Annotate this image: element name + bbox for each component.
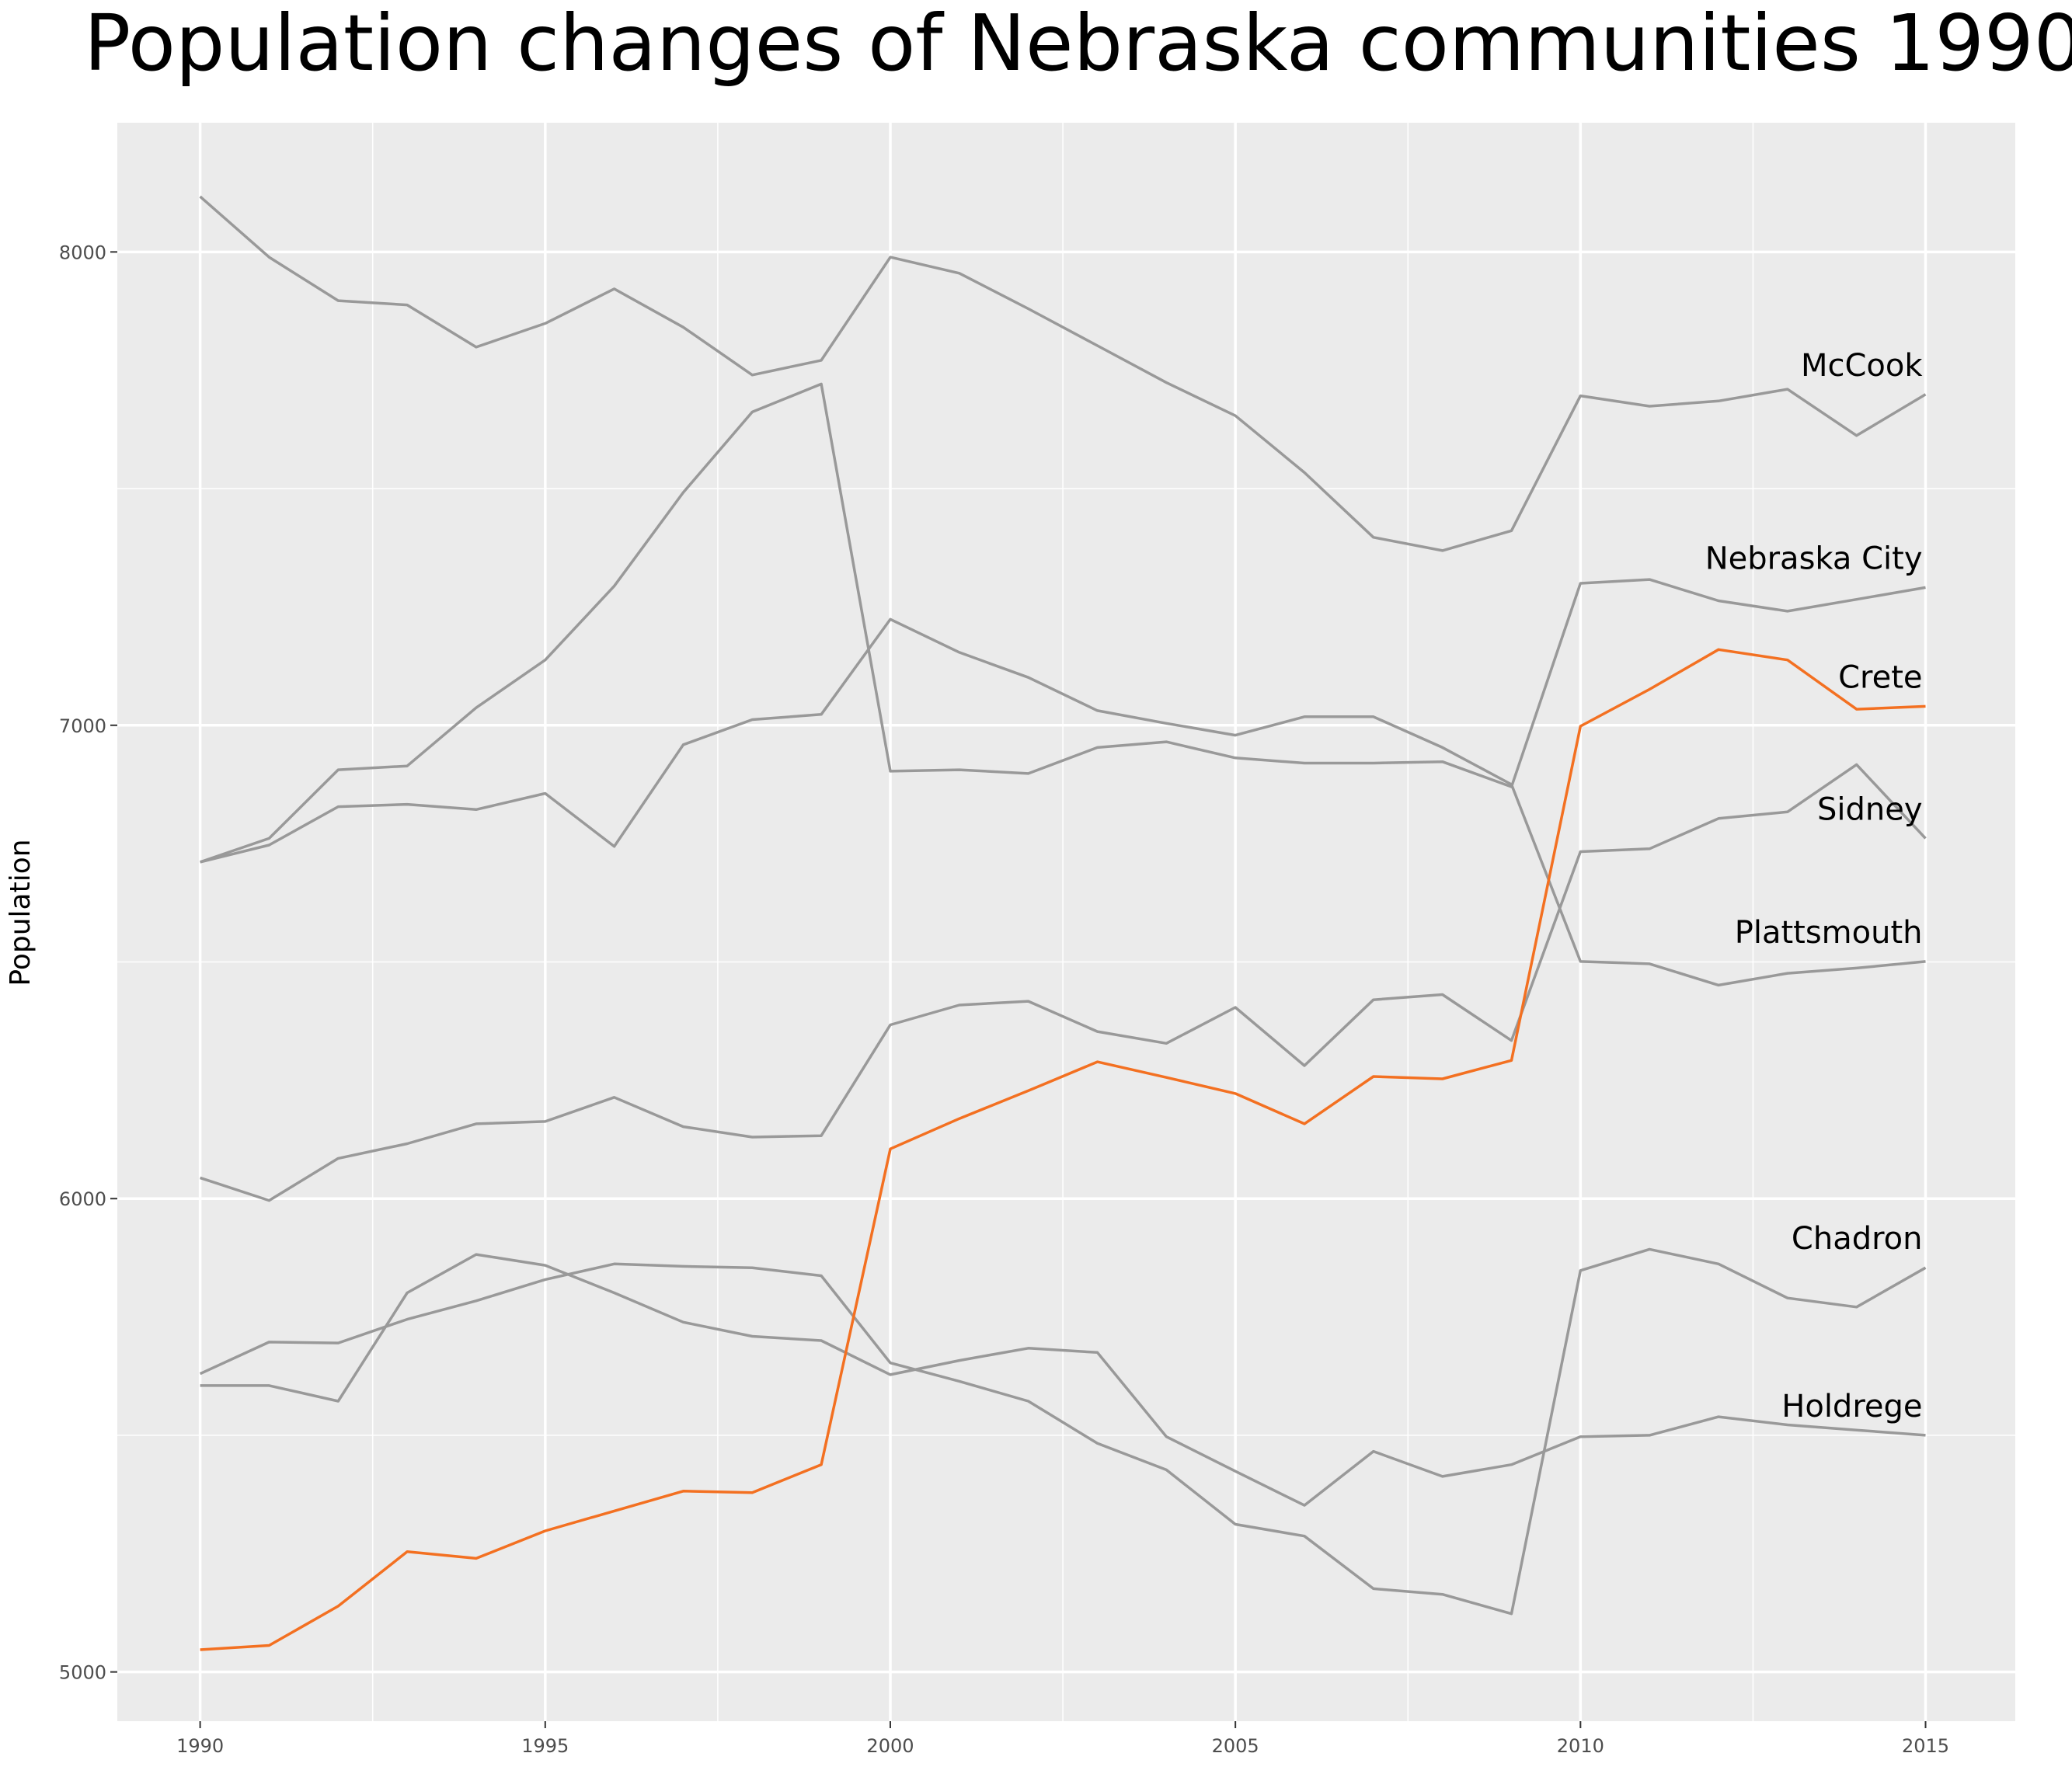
series-label-mccook: McCook (1801, 348, 1923, 384)
series-label-holdrege: Holdrege (1781, 1389, 1922, 1424)
series-line-plattsmouth (200, 617, 1926, 987)
series-line-crete (200, 648, 1926, 1651)
y-axis-label: Population (5, 839, 37, 986)
y-tick-label: 6000 (59, 1188, 106, 1210)
series-label-sidney: Sidney (1817, 791, 1923, 827)
series-lines (199, 195, 1927, 1651)
x-tick-label: 1990 (176, 1735, 224, 1757)
y-tick-label: 8000 (59, 242, 106, 263)
x-tick-label: 2005 (1212, 1735, 1259, 1757)
y-tick-label: 7000 (59, 715, 106, 737)
series-line-mccook (199, 195, 1927, 552)
y-tick-label: 5000 (59, 1662, 106, 1684)
series-label-crete: Crete (1838, 659, 1922, 695)
x-tick-label: 2015 (1902, 1735, 1949, 1757)
x-tick-label: 2000 (866, 1735, 914, 1757)
series-labels: McCook Nebraska City Crete Sidney Plattsmout… (1705, 348, 1924, 1424)
chart-title: Population changes of Nebraska communiti… (84, 0, 2072, 89)
series-label-plattsmouth: Plattsmouth (1735, 915, 1923, 951)
series-line-nebraska-city (200, 382, 1926, 864)
series-label-nebraska-city: Nebraska City (1705, 541, 1923, 576)
series-line-chadron (199, 1247, 1927, 1616)
series-line-sidney (200, 763, 1927, 1202)
series-line-holdrege (200, 1253, 1926, 1507)
gridlines (117, 123, 2015, 1721)
plot-panel (117, 123, 2015, 1721)
x-tick-label: 2010 (1557, 1735, 1604, 1757)
axis-ticks: 1990 1995 2000 2005 2010 2015 5000 6000 7000 8000 (59, 242, 1949, 1757)
series-label-chadron: Chadron (1792, 1221, 1923, 1257)
x-tick-label: 1995 (521, 1735, 569, 1757)
